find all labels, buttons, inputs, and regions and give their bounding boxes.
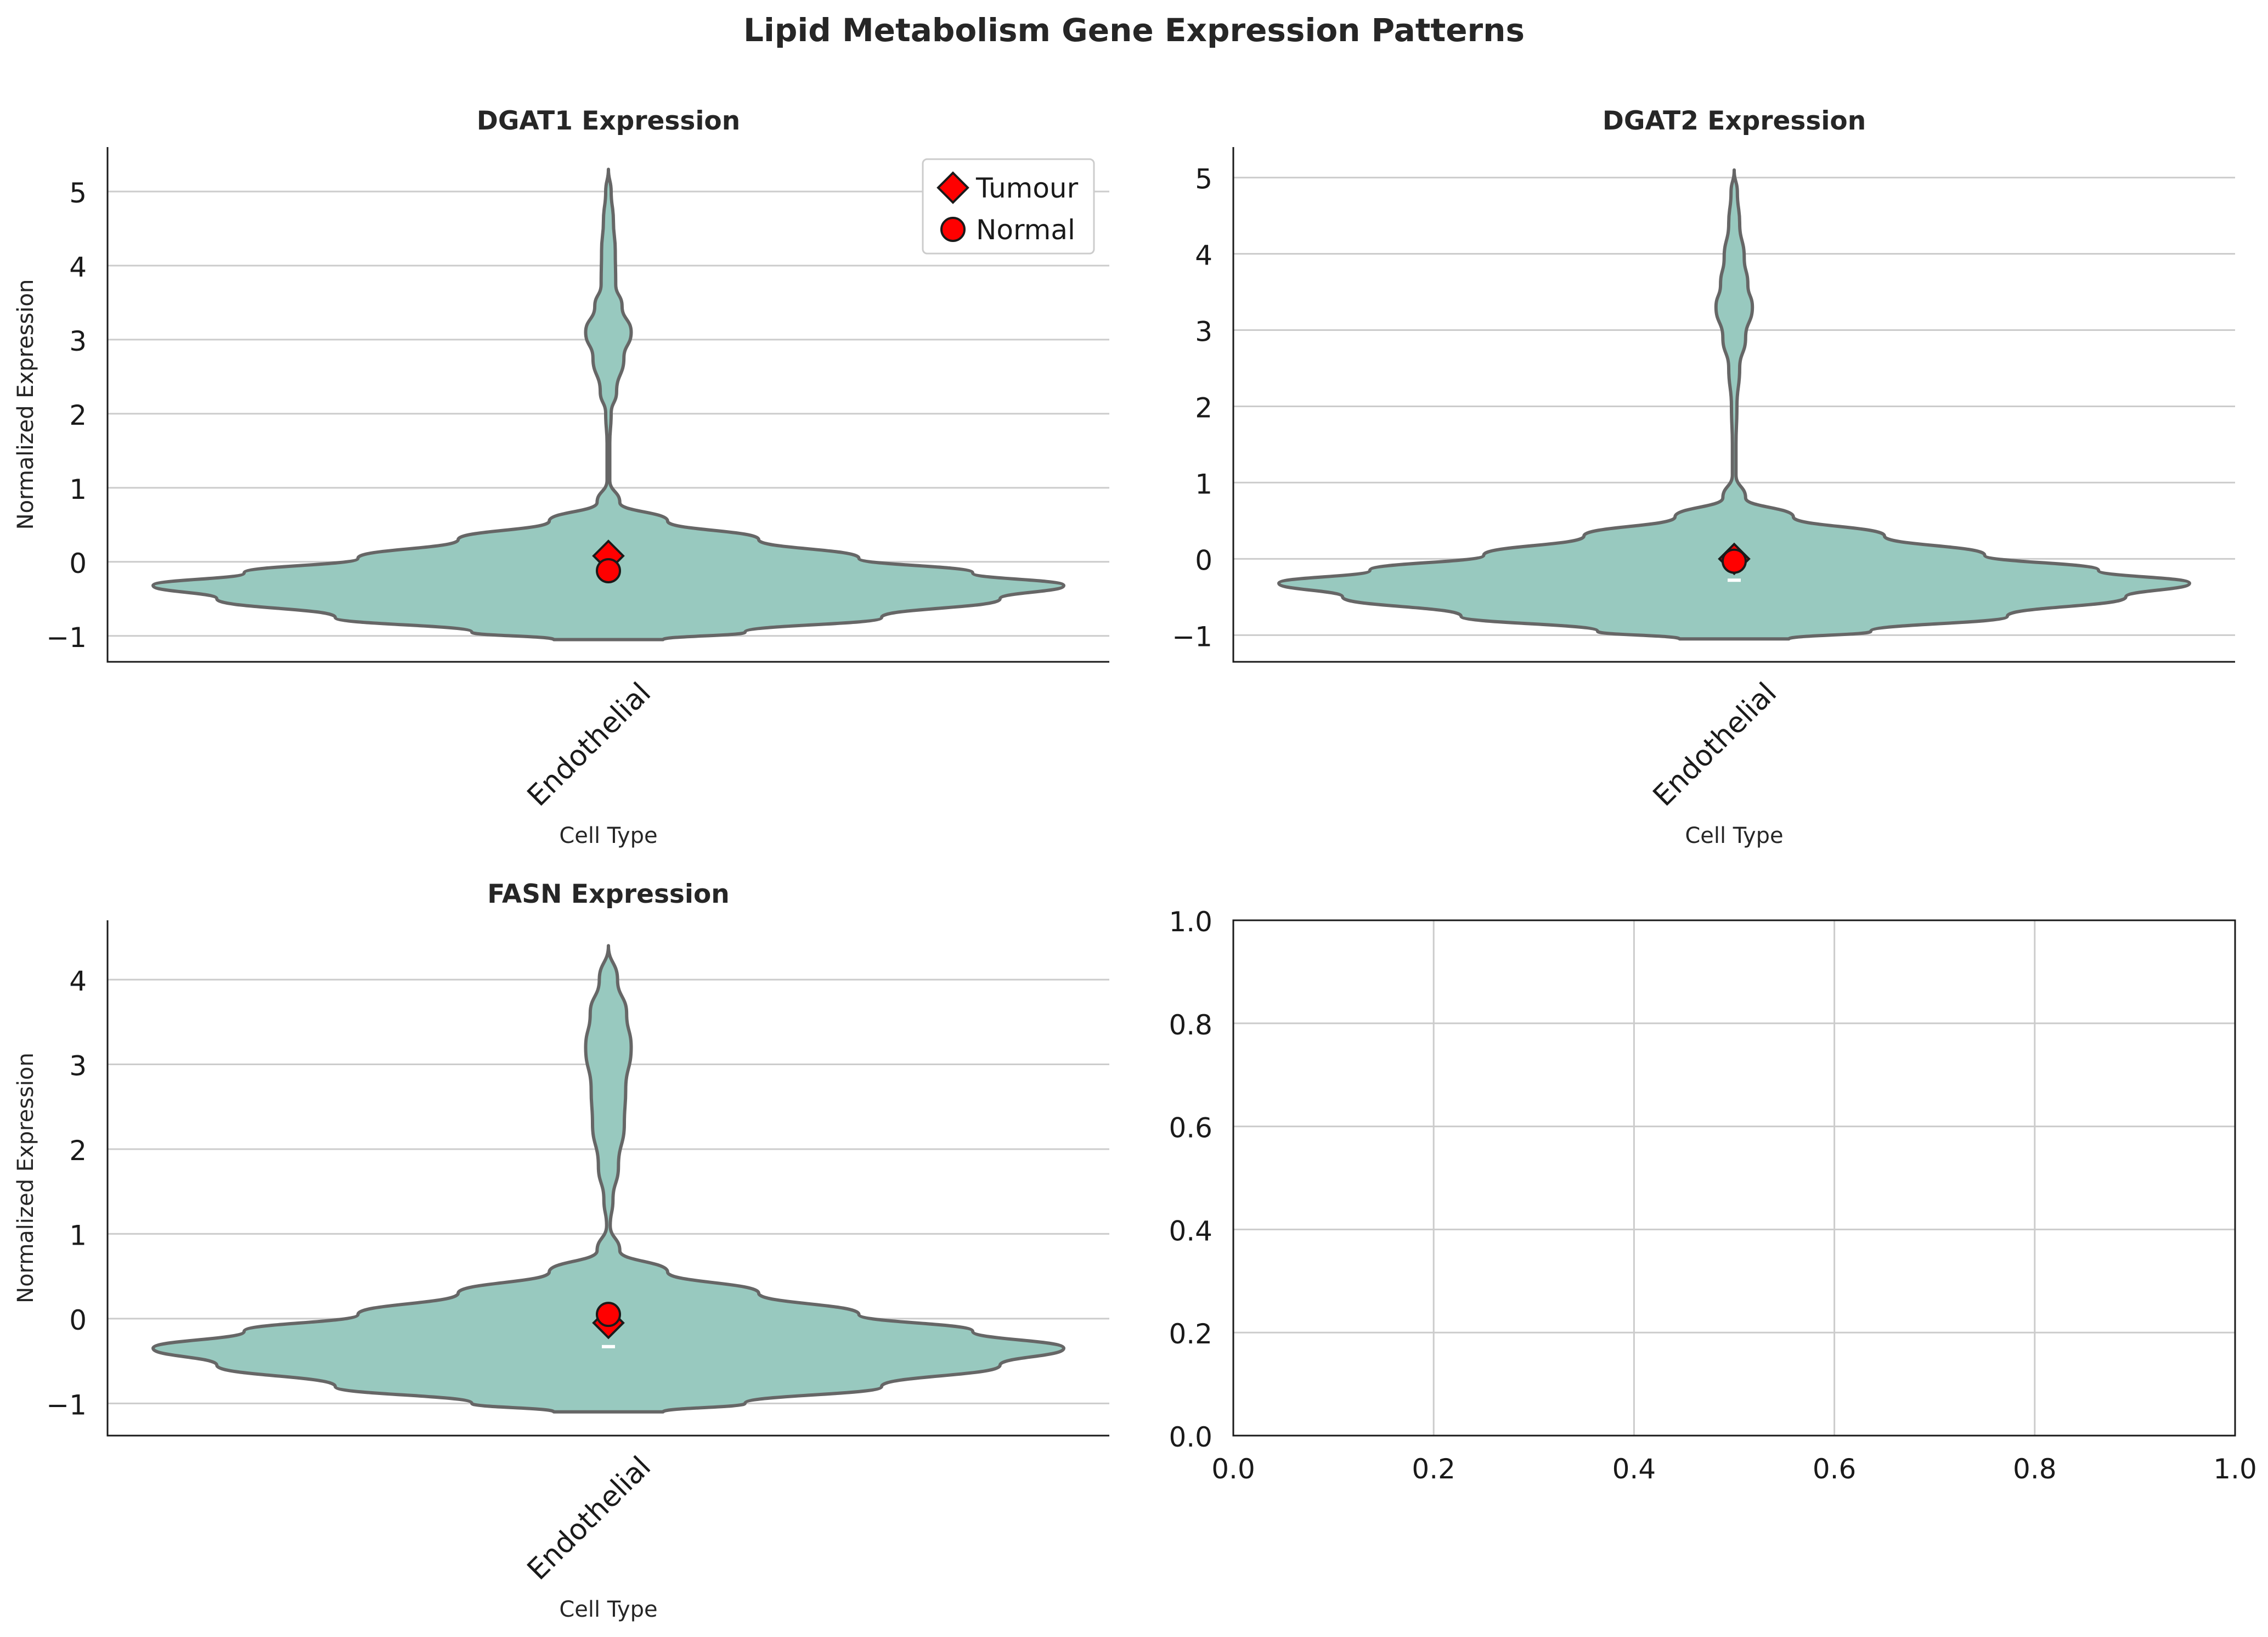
- legend-normal-marker: [940, 217, 966, 242]
- normal-point: [1722, 548, 1747, 574]
- y-tick-label: −1: [1172, 621, 1212, 652]
- y-tick-label: 0: [1195, 544, 1212, 576]
- y-tick-label: 2: [1195, 392, 1212, 424]
- legend-tumour-marker: [936, 171, 969, 204]
- y-axis-label: Normalized Expression: [13, 279, 38, 530]
- x-tick-label: 0.6: [1813, 1453, 1857, 1485]
- y-tick-label: 5: [69, 177, 87, 209]
- y-tick-label: 3: [69, 1050, 87, 1082]
- x-tick-label: 0.2: [1412, 1453, 1455, 1485]
- y-tick-label: 4: [69, 965, 87, 997]
- y-tick-label: 0.2: [1169, 1318, 1212, 1350]
- legend-label: Tumour: [975, 172, 1079, 204]
- axis-spines: [106, 147, 1109, 663]
- y-tick-label: 1: [1195, 468, 1212, 500]
- x-tick-label: 1.0: [2213, 1453, 2257, 1485]
- legend-label: Normal: [976, 214, 1075, 246]
- figure-title: Lipid Metabolism Gene Expression Pattern…: [743, 12, 1525, 49]
- y-tick-label: −1: [46, 622, 87, 654]
- subplot-title: DGAT2 Expression: [1603, 106, 1866, 136]
- y-axis-label: Normalized Expression: [13, 279, 38, 530]
- y-tick-label: −1: [46, 1389, 87, 1421]
- subplot-title: DGAT1 Expression: [477, 106, 740, 136]
- subplot-title: FASN Expression: [487, 879, 730, 909]
- axis-spines: [1232, 147, 2235, 663]
- y-tick-label: 1.0: [1169, 906, 1212, 938]
- x-axis-label: Cell Type: [559, 823, 657, 848]
- axis-frame: [1232, 919, 2236, 1437]
- y-tick-label: 2: [69, 1135, 87, 1167]
- y-tick-label: 1: [69, 474, 87, 505]
- normal-point: [596, 558, 621, 583]
- axis-spines: [106, 920, 1109, 1437]
- violin-body: [151, 944, 1065, 1414]
- y-tick-label: 3: [69, 325, 87, 357]
- violin-body: [1277, 168, 2191, 641]
- x-tick-label: 0.4: [1612, 1453, 1656, 1485]
- x-tick-label: 0.8: [2013, 1453, 2057, 1485]
- x-axis-label: Cell Type: [559, 1597, 657, 1622]
- legend-box: [922, 158, 1095, 255]
- y-tick-label: 0: [69, 1304, 87, 1336]
- normal-point: [596, 1302, 621, 1327]
- y-tick-label: 4: [69, 251, 87, 283]
- y-tick-label: 2: [69, 400, 87, 431]
- y-tick-label: 0: [69, 548, 87, 580]
- x-tick-label: 0.0: [1211, 1453, 1255, 1485]
- x-axis-label: Cell Type: [1685, 823, 1783, 848]
- y-tick-label: 0.8: [1169, 1009, 1212, 1041]
- y-tick-label: 4: [1195, 240, 1212, 272]
- legend: Tumour Normal: [922, 158, 1095, 255]
- y-tick-label: 1: [69, 1219, 87, 1251]
- y-axis-label: Normalized Expression: [13, 1053, 38, 1303]
- subplot-4: 0.0 0.2 0.4 0.6 0.8 1.0 0.0 0.2 0.4 0.6 0.8 1.0: [1169, 906, 2256, 1485]
- y-tick-label: 0.0: [1169, 1421, 1212, 1453]
- y-tick-label: 0.6: [1169, 1112, 1212, 1144]
- y-tick-label: 5: [1195, 164, 1212, 195]
- y-tick-label: 3: [1195, 316, 1212, 348]
- violin-body: [151, 167, 1065, 642]
- y-tick-label: 0.4: [1169, 1215, 1212, 1247]
